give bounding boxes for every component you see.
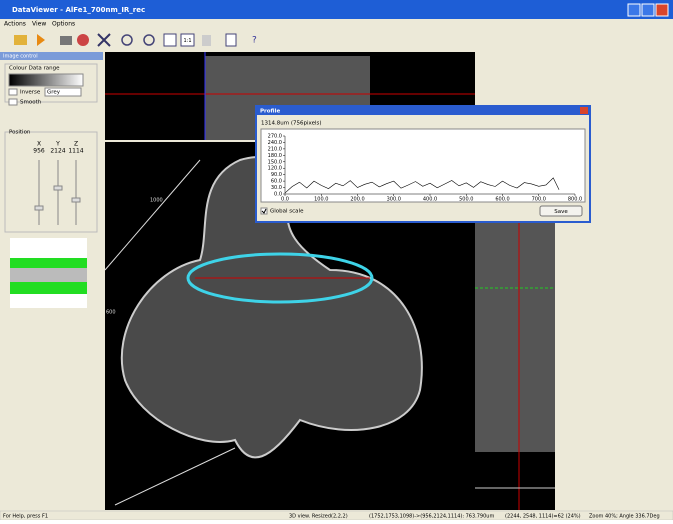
y-tick-label: 240.0 — [268, 140, 282, 146]
group-label: Colour Data range — [9, 66, 60, 72]
checkbox-label: Global scale — [270, 209, 304, 215]
y-tick-label: 270.0 — [268, 134, 282, 140]
y-tick-label: 90.0 — [271, 172, 282, 178]
scale-label: 600 — [106, 310, 116, 316]
preview-band — [10, 282, 87, 294]
coord-value: 2124 — [50, 148, 65, 155]
group-label: Position — [9, 130, 31, 136]
y-tick-label: 210.0 — [268, 146, 282, 152]
dropdown-value: Grey — [47, 90, 61, 96]
y-tick-label: 60.0 — [271, 179, 282, 185]
x-tick-label: 300.0 — [387, 197, 401, 203]
profile-length: 1314.8um (756pixels) — [261, 121, 322, 127]
status-text: (2244, 2548, 1114)=62 (24%) — [505, 514, 581, 520]
checkbox-label: Smooth — [20, 100, 42, 106]
axis-label: Y — [55, 141, 60, 148]
axis-label: X — [37, 141, 41, 148]
checkbox[interactable] — [9, 99, 17, 105]
checkbox[interactable] — [9, 89, 17, 95]
y-tick-label: 150.0 — [268, 159, 282, 165]
x-tick-label: 800.0 — [568, 197, 582, 203]
open-button[interactable] — [14, 35, 27, 45]
button-label: Save — [554, 209, 568, 215]
tool-button[interactable] — [77, 34, 89, 46]
x-tick-label: 500.0 — [459, 197, 473, 203]
side-slice — [475, 222, 555, 452]
help-button[interactable]: ? — [252, 36, 257, 46]
panel-title: Image control — [3, 54, 38, 60]
x-tick-label: 200.0 — [350, 197, 364, 203]
status-text: For Help, press F1 — [3, 514, 48, 520]
window-title: DataViewer - AlFe1_700nm_IR_rec — [12, 6, 145, 14]
fit-button[interactable] — [164, 34, 176, 46]
y-tick-label: 120.0 — [268, 166, 282, 172]
x-tick-label: 600.0 — [495, 197, 509, 203]
axis-label: Z — [74, 141, 78, 148]
menu-item[interactable]: Options — [52, 21, 75, 28]
dialog-title-bar — [256, 106, 590, 115]
status-text: 3D view. Resized(2,2,2) — [289, 514, 348, 520]
preview-band — [10, 258, 87, 268]
pan-button[interactable] — [202, 35, 211, 46]
plot-frame — [261, 129, 585, 202]
minimize-button[interactable] — [628, 4, 640, 16]
status-text: (1752,1753,1098)->(956,2124,1114): 763.7… — [369, 514, 494, 520]
x-tick-label: 100.0 — [314, 197, 328, 203]
close-button[interactable] — [656, 4, 668, 16]
dialog-title: Profile — [260, 109, 280, 115]
x-tick-label: 0.0 — [281, 197, 289, 203]
app-window: DataViewer - AlFe1_700nm_IR_rec Actions … — [0, 0, 673, 520]
scale-label: 1000 — [150, 198, 163, 204]
y-tick-label: 30.0 — [271, 185, 282, 191]
colour-bar[interactable] — [9, 74, 83, 86]
x-tick-label: 400.0 — [423, 197, 437, 203]
maximize-button[interactable] — [642, 4, 654, 16]
dialog-close[interactable] — [580, 107, 588, 114]
button-label: 1:1 — [183, 38, 191, 44]
menu-item[interactable]: Actions — [4, 21, 26, 28]
x-tick-label: 700.0 — [532, 197, 546, 203]
coord-value: 1114 — [68, 148, 83, 155]
info-button[interactable] — [226, 34, 236, 46]
coord-value: 956 — [33, 148, 45, 155]
preview-band — [10, 268, 87, 282]
checkbox-label: Inverse — [20, 90, 41, 96]
menu-item[interactable]: View — [32, 21, 46, 28]
tool-button[interactable] — [60, 36, 72, 45]
y-tick-label: 180.0 — [268, 153, 282, 159]
status-text: Zoom 40%; Angle 336.7Deg — [589, 514, 660, 520]
